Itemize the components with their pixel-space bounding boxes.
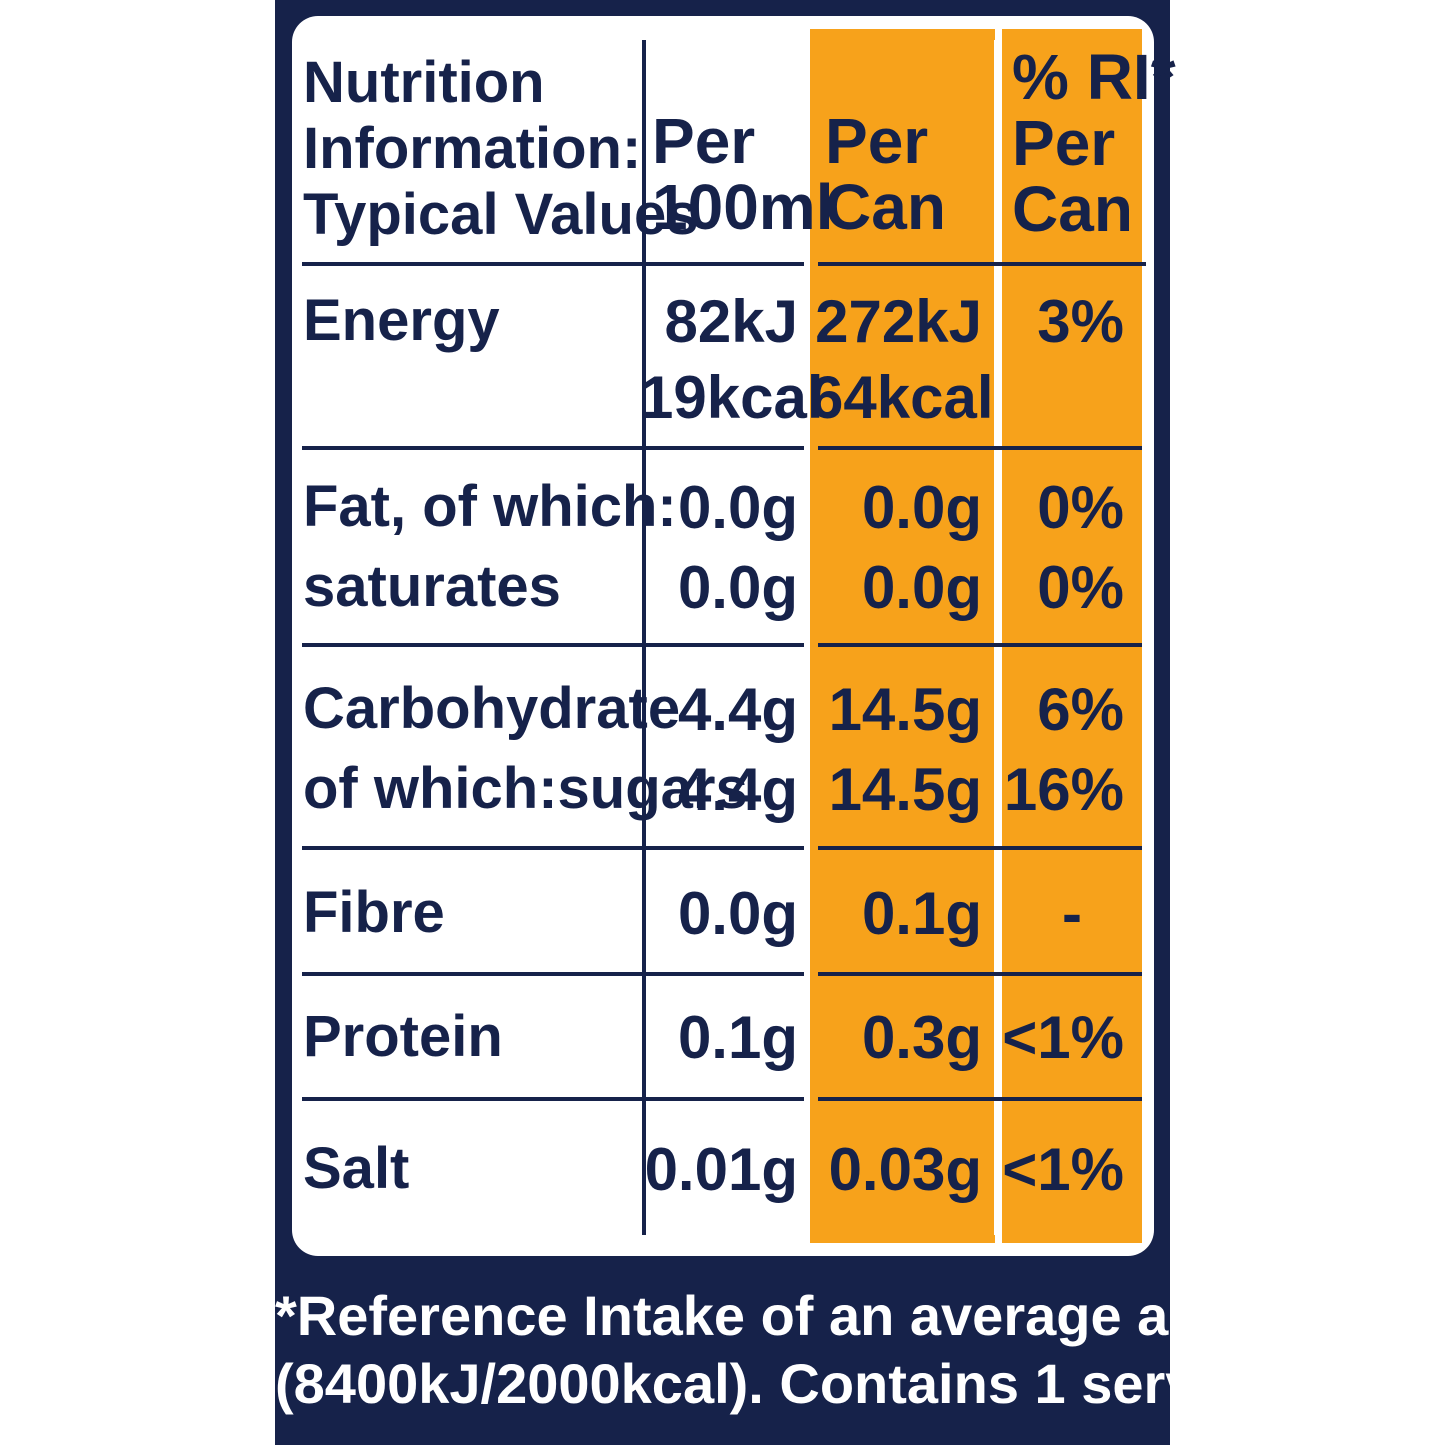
footnote-line-1: *Reference Intake of an average adult — [275, 1284, 1271, 1347]
header-rule-left — [302, 262, 804, 266]
header-ri-line-2: Per — [1012, 107, 1116, 179]
row-rule-right — [818, 446, 1142, 450]
nutrient-label: Fat, of which: — [303, 474, 677, 539]
per-can-value: 272kJ — [815, 288, 982, 355]
row-rule-left — [302, 1097, 804, 1101]
row-rule-left — [302, 643, 804, 647]
nutrient-sublabel: of which:sugars — [303, 756, 748, 821]
per-can-value: 14.5g — [828, 756, 982, 823]
per-can-value: 0.03g — [828, 1136, 982, 1203]
row-rule-right — [818, 643, 1142, 647]
header-per-100ml-line-2: 100ml — [652, 171, 834, 243]
per-can-column-highlight — [810, 29, 995, 1243]
per-100ml-value: 19kcal — [640, 364, 824, 431]
ri-column-highlight — [1002, 29, 1142, 1243]
per-100ml-value: 0.01g — [644, 1136, 798, 1203]
header-nutrient-line-2: Information: — [303, 116, 642, 181]
per-100ml-value: 0.0g — [677, 554, 798, 621]
per-can-value: 0.0g — [861, 554, 982, 621]
header-per-100ml-line-1: Per — [652, 105, 756, 177]
row-rule-right — [818, 972, 1142, 976]
per-100ml-value: 4.4g — [677, 676, 798, 743]
ri-value: 3% — [1037, 288, 1124, 355]
per-can-value: 0.3g — [861, 1004, 982, 1071]
per-100ml-value: 0.1g — [677, 1004, 798, 1071]
row-rule-left — [302, 446, 804, 450]
footnote-line-2: (8400kJ/2000kcal). Contains 1 serving. — [275, 1352, 1296, 1415]
ri-value: 16% — [1003, 756, 1124, 823]
header-nutrient-line-1: Nutrition — [303, 50, 545, 115]
row-rule-left — [302, 846, 804, 850]
row-rule-right — [818, 1097, 1142, 1101]
nutrient-label: Energy — [303, 288, 500, 353]
ri-value: 6% — [1037, 676, 1124, 743]
header-ri-line-3: Can — [1012, 173, 1133, 245]
ri-value: <1% — [1002, 1136, 1124, 1203]
ri-value: - — [1062, 880, 1082, 947]
per-can-value: 0.0g — [861, 474, 982, 541]
header-rule-right — [818, 262, 1146, 266]
column-divider-2 — [994, 40, 998, 1235]
per-can-value: 0.1g — [861, 880, 982, 947]
per-100ml-value: 0.0g — [677, 880, 798, 947]
ri-value: 0% — [1037, 474, 1124, 541]
row-rule-left — [302, 972, 804, 976]
per-100ml-value: 0.0g — [677, 474, 798, 541]
header-nutrient-line-3: Typical Values — [303, 182, 699, 247]
nutrient-sublabel: saturates — [303, 554, 561, 619]
per-can-value: 64kcal — [810, 364, 994, 431]
row-rule-right — [818, 846, 1142, 850]
header-per-can-line-2: Can — [825, 171, 946, 243]
per-can-value: 14.5g — [828, 676, 982, 743]
nutrient-label: Salt — [303, 1136, 410, 1201]
per-100ml-value: 4.4g — [677, 756, 798, 823]
header-ri-line-1: % RI* — [1012, 41, 1176, 113]
nutrient-label: Fibre — [303, 880, 445, 945]
column-divider-1 — [642, 40, 646, 1235]
per-100ml-value: 82kJ — [664, 288, 798, 355]
nutrient-label: Carbohydrate — [303, 676, 681, 741]
ri-value: <1% — [1002, 1004, 1124, 1071]
nutrient-label: Protein — [303, 1004, 503, 1069]
ri-value: 0% — [1037, 554, 1124, 621]
header-per-can-line-1: Per — [825, 105, 929, 177]
